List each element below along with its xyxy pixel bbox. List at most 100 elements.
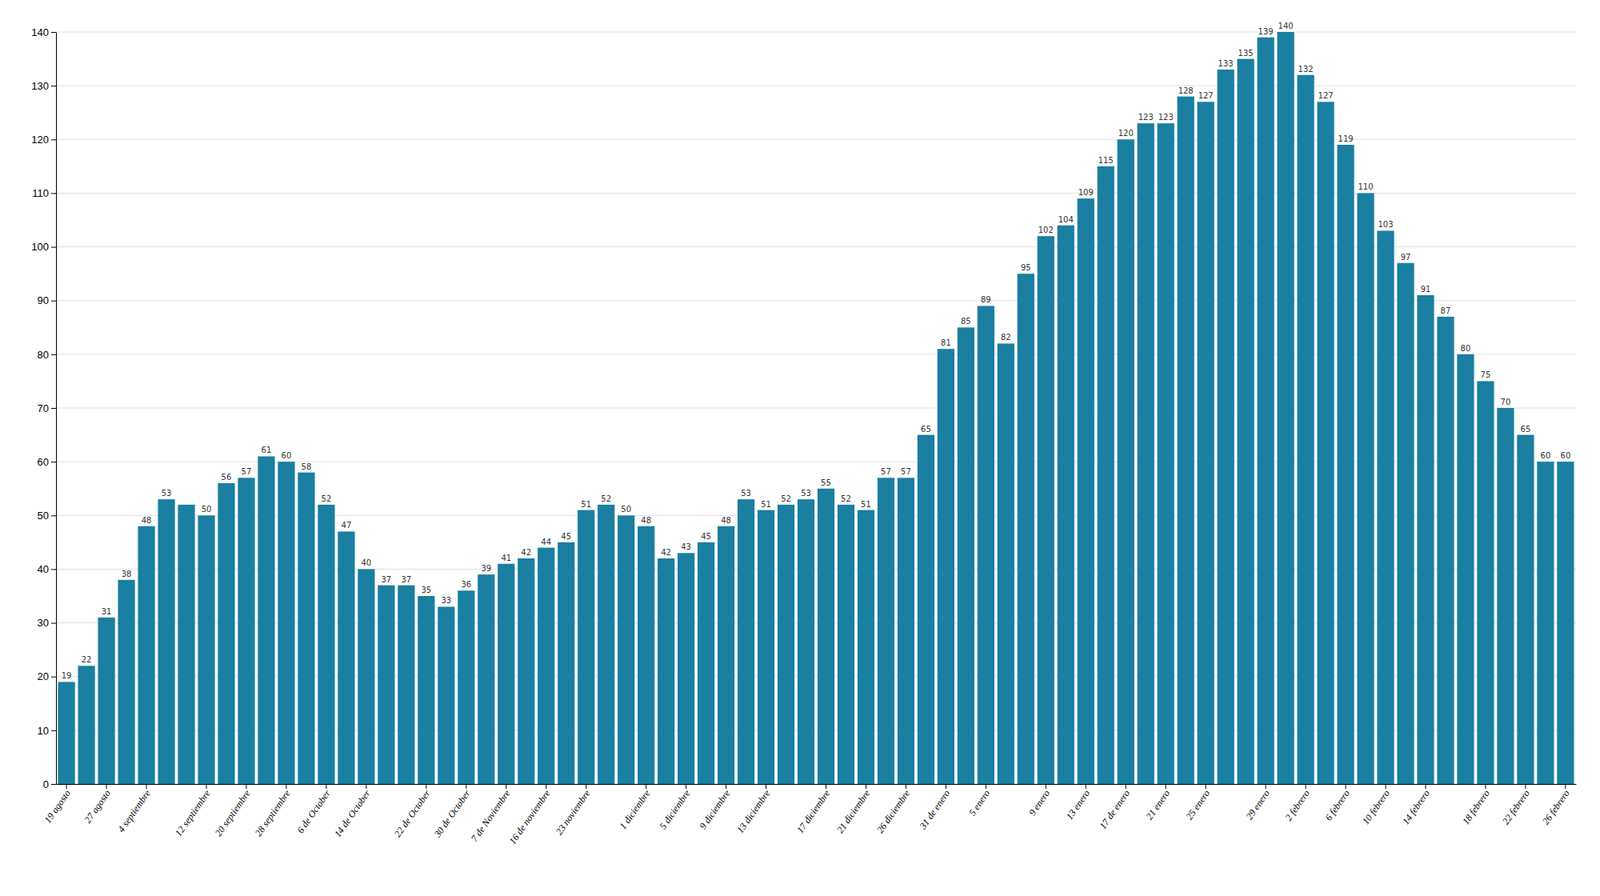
- data-label: 31: [101, 607, 112, 616]
- data-label: 127: [1198, 91, 1214, 100]
- bar: [317, 504, 335, 784]
- x-tick: 26 diciembre: [874, 784, 913, 836]
- data-label: 56: [221, 472, 232, 482]
- x-tick-label: 14 de October: [332, 788, 373, 840]
- bar: [517, 558, 535, 784]
- y-tick: 20: [37, 670, 56, 683]
- bar: [1157, 123, 1175, 784]
- y-tick: 100: [31, 240, 56, 253]
- data-label: 45: [700, 532, 712, 541]
- x-tick-label: 18 febrero: [1460, 788, 1492, 828]
- bar: [717, 526, 735, 784]
- bar: [617, 515, 635, 784]
- plot: 010203040506070809010011012013014019 ago…: [31, 21, 1576, 847]
- x-tick: 29 enero: [1243, 784, 1272, 822]
- tick-mark: [1085, 784, 1087, 789]
- data-label: 140: [1278, 21, 1294, 31]
- data-label: 60: [1540, 451, 1552, 460]
- y-tick-label: 80: [37, 348, 49, 361]
- x-tick-label: 27 agosto: [82, 788, 113, 826]
- data-label: 85: [960, 316, 972, 326]
- bar: [1316, 101, 1334, 784]
- y-tick: 40: [37, 563, 56, 576]
- grid: [56, 32, 1576, 784]
- grid-line: [56, 32, 1576, 33]
- x-tick: 17 de enero: [1096, 784, 1132, 832]
- tick-mark: [545, 784, 547, 789]
- x-tick-label: 5 diciembre: [657, 787, 693, 832]
- bar: [1476, 380, 1494, 784]
- x-tick: 18 febrero: [1460, 784, 1492, 827]
- tick-mark: [865, 784, 867, 789]
- x-tick-label: 31 de enero: [916, 788, 952, 832]
- data-label: 51: [580, 500, 592, 509]
- x-tick: 10 febrero: [1360, 784, 1392, 827]
- grid-line: [56, 85, 1576, 87]
- bar: [577, 510, 595, 784]
- bar: [1257, 37, 1275, 784]
- tick-mark: [725, 784, 727, 789]
- y-tick: 30: [37, 616, 56, 629]
- bar: [357, 568, 375, 784]
- tick-mark: [51, 192, 56, 194]
- tick-mark: [1205, 784, 1207, 789]
- tick-mark: [285, 784, 287, 789]
- bar: [1057, 225, 1075, 784]
- tick-mark: [985, 784, 987, 789]
- bar: [1237, 59, 1255, 784]
- data-label: 38: [121, 569, 132, 579]
- x-tick-label: 22 febrero: [1500, 788, 1532, 828]
- bar: [897, 477, 915, 784]
- bar: [257, 456, 275, 784]
- data-labels: 1922313848535056576160585247403737353336…: [61, 21, 1572, 680]
- data-label: 87: [1440, 306, 1452, 316]
- bar: [797, 499, 815, 784]
- bar: [777, 504, 795, 784]
- bar: [957, 327, 975, 784]
- x-tick: 26 febrero: [1540, 784, 1572, 827]
- data-label: 45: [560, 532, 572, 541]
- x-tick-label: 9 diciembre: [697, 787, 733, 832]
- data-label: 120: [1118, 128, 1134, 138]
- y-tick-label: 110: [32, 187, 49, 200]
- bar: [1296, 75, 1314, 784]
- data-label: 110: [1358, 182, 1374, 192]
- y-tick-label: 20: [37, 670, 49, 683]
- x-tick: 21 enero: [1144, 784, 1172, 822]
- data-label: 60: [1560, 451, 1572, 460]
- x-tick: 14 de October: [332, 784, 373, 840]
- bar: [557, 542, 575, 784]
- x-tick: 13 diciembre: [734, 784, 773, 836]
- tick-mark: [505, 784, 507, 789]
- y-tick-label: 100: [31, 240, 49, 253]
- bar: [297, 472, 315, 784]
- x-tick-label: 22 de October: [392, 788, 433, 840]
- y-tick-label: 40: [37, 563, 49, 576]
- data-label: 58: [301, 462, 312, 472]
- data-label: 135: [1238, 48, 1254, 58]
- data-label: 123: [1138, 112, 1154, 122]
- tick-mark: [51, 730, 56, 732]
- tick-mark: [51, 32, 56, 33]
- tick-mark: [51, 85, 56, 87]
- bar: [1077, 198, 1095, 784]
- x-tick: 9 enero: [1026, 784, 1052, 818]
- data-label: 139: [1258, 27, 1274, 36]
- bar: [1416, 295, 1434, 784]
- data-label: 75: [1480, 370, 1492, 380]
- data-label: 65: [920, 424, 932, 434]
- tick-mark: [51, 247, 56, 248]
- x-tick-label: 26 febrero: [1540, 788, 1572, 828]
- x-tick: 31 de enero: [916, 784, 952, 832]
- tick-mark: [51, 139, 56, 140]
- tick-mark: [51, 784, 56, 785]
- bar: [497, 564, 515, 784]
- bar: [1376, 230, 1394, 784]
- data-label: 42: [520, 548, 532, 557]
- data-label: 48: [141, 516, 152, 525]
- x-tick: 20 septiembre: [212, 784, 253, 839]
- tick-mark: [1265, 784, 1267, 789]
- bar: [1496, 408, 1514, 784]
- data-label: 48: [720, 516, 732, 525]
- x-tick-label: 20 septiembre: [212, 787, 253, 839]
